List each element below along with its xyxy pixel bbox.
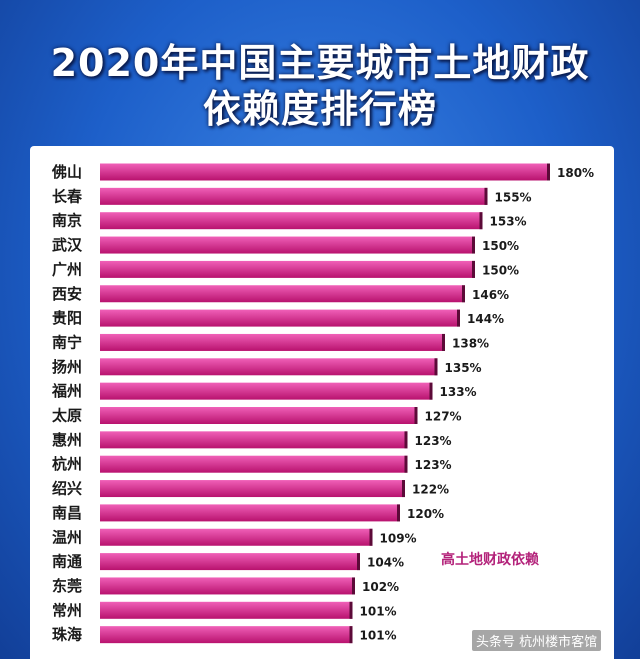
bar-end-cap (349, 626, 353, 644)
bar (100, 601, 353, 619)
category-label: 佛山 (51, 163, 82, 181)
category-label: 常州 (52, 601, 82, 619)
chart-panel: 佛山 180% 长春 155% 南京 153% 武汉 150% 广州 150% 西安 146% 贵阳 14… (30, 146, 614, 659)
value-label: 120% (407, 507, 444, 521)
bar (100, 553, 360, 571)
category-label: 太原 (52, 407, 82, 425)
category-label: 温州 (52, 528, 82, 546)
category-label: 扬州 (52, 358, 82, 376)
value-label: 102% (362, 580, 399, 594)
bar-end-cap (472, 260, 475, 278)
bar-end-cap (442, 333, 445, 351)
value-label: 146% (472, 288, 509, 302)
value-label: 133% (440, 385, 477, 399)
value-label: 127% (425, 410, 462, 424)
bar-end-cap (429, 382, 433, 400)
value-label: 138% (452, 336, 489, 350)
value-label: 101% (360, 629, 397, 643)
bar (100, 504, 400, 522)
bar (100, 309, 460, 327)
value-label: 180% (557, 166, 594, 180)
category-label: 西安 (52, 285, 82, 303)
bar (100, 285, 465, 303)
category-label: 贵阳 (52, 309, 82, 327)
watermark: 头条号 杭州楼市客馆 (472, 630, 602, 651)
bar-chart: 佛山 180% 长春 155% 南京 153% 武汉 150% 广州 150% 西安 146% 贵阳 14… (51, 163, 594, 644)
bar-end-cap (402, 480, 405, 498)
bar (100, 455, 408, 473)
bar-end-cap (357, 553, 360, 571)
value-label: 123% (415, 458, 452, 472)
value-label: 150% (482, 239, 519, 253)
bar-end-cap (434, 358, 438, 376)
value-label: 122% (412, 483, 449, 497)
chart-title-line2: 依赖度排行榜 (202, 87, 437, 131)
value-label: 144% (467, 312, 504, 326)
category-label: 南宁 (52, 333, 82, 351)
category-label: 南通 (52, 553, 82, 571)
category-label: 东莞 (52, 577, 82, 595)
value-label: 150% (482, 263, 519, 277)
bar-end-cap (472, 236, 475, 254)
bar (100, 626, 353, 644)
category-label: 南昌 (52, 504, 82, 522)
bar-end-cap (404, 455, 408, 473)
category-label: 杭州 (52, 455, 82, 473)
bar-end-cap (479, 212, 483, 230)
bar-end-cap (404, 431, 408, 449)
bar-end-cap (414, 407, 418, 424)
bar (100, 236, 475, 254)
category-label: 武汉 (52, 236, 83, 254)
bar (100, 333, 445, 351)
bar (100, 358, 438, 376)
bar (100, 163, 550, 181)
bar (100, 480, 405, 498)
category-label: 珠海 (52, 626, 82, 644)
bar-end-cap (547, 163, 550, 181)
bar (100, 407, 418, 424)
bar-end-cap (352, 577, 355, 595)
value-label: 101% (360, 604, 397, 618)
bar (100, 528, 373, 546)
value-label: 153% (490, 215, 527, 229)
bar (100, 212, 483, 230)
category-label: 绍兴 (52, 480, 82, 498)
bar-end-cap (369, 528, 373, 546)
category-label: 南京 (52, 212, 82, 230)
bar (100, 187, 488, 205)
value-label: 109% (380, 531, 417, 545)
category-label: 长春 (52, 187, 82, 205)
value-label: 135% (445, 361, 482, 375)
bar-end-cap (462, 285, 465, 303)
bar-end-cap (397, 504, 400, 522)
bar-end-cap (484, 187, 488, 205)
bar (100, 577, 355, 595)
annotation-text: 高土地财政依赖 (441, 552, 539, 568)
bar (100, 431, 408, 449)
chart-title-line1: 2020年中国主要城市土地财政 (50, 41, 590, 85)
value-label: 123% (415, 434, 452, 448)
value-label: 104% (367, 556, 404, 570)
bar (100, 260, 475, 278)
bar (100, 382, 433, 400)
value-label: 155% (495, 190, 532, 204)
category-label: 广州 (52, 260, 82, 278)
category-label: 福州 (51, 382, 82, 400)
bar-end-cap (349, 601, 353, 619)
category-label: 惠州 (52, 431, 82, 449)
bar-end-cap (457, 309, 460, 327)
